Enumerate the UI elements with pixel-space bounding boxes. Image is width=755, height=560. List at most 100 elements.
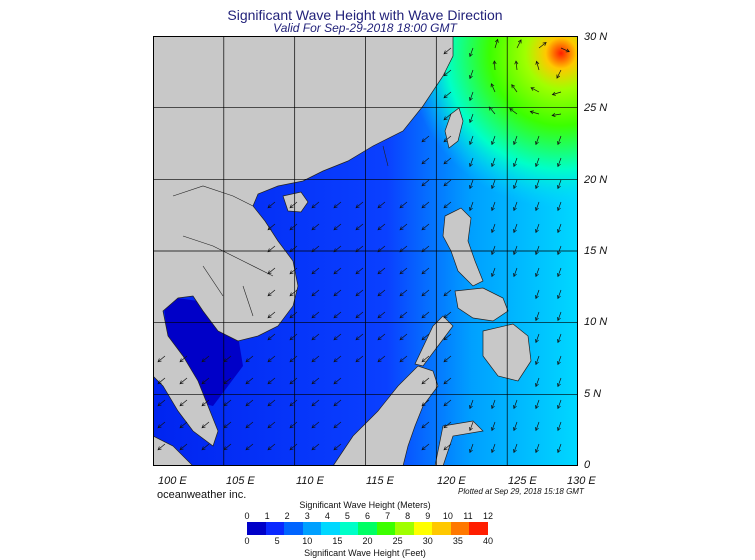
wave-arrow bbox=[557, 355, 562, 365]
wave-arrow-head bbox=[201, 424, 206, 429]
wave-arrow-head bbox=[421, 226, 426, 231]
wave-arrow bbox=[223, 355, 232, 363]
wave-arrow bbox=[377, 333, 386, 341]
luzon-island bbox=[442, 207, 484, 287]
wave-arrow-head bbox=[535, 382, 539, 388]
wave-arrow-head bbox=[333, 226, 338, 231]
wave-arrow-head bbox=[267, 292, 272, 297]
wave-arrow-head bbox=[443, 314, 448, 319]
wave-arrow bbox=[513, 201, 518, 211]
wave-arrow-head bbox=[551, 113, 556, 117]
colorbar-segment bbox=[469, 522, 489, 535]
wave-arrow bbox=[289, 223, 298, 231]
wave-arrow bbox=[491, 443, 496, 453]
wave-arrow bbox=[443, 311, 452, 319]
wave-arrow bbox=[491, 245, 496, 255]
wave-arrow bbox=[399, 289, 408, 297]
wave-arrow-head bbox=[535, 360, 539, 366]
wave-arrow-head bbox=[494, 38, 499, 43]
wave-arrow-head bbox=[443, 446, 448, 451]
wave-arrow-head bbox=[355, 204, 360, 209]
wave-arrow bbox=[557, 289, 562, 299]
wave-arrow-head bbox=[421, 138, 426, 143]
wave-arrow bbox=[469, 179, 474, 189]
wave-arrow bbox=[245, 355, 254, 363]
wave-arrow bbox=[289, 355, 298, 363]
wave-arrow-head bbox=[201, 358, 206, 363]
wave-arrow-head bbox=[311, 446, 316, 451]
colorbar-segment bbox=[265, 522, 285, 535]
wave-arrow-head bbox=[223, 446, 228, 451]
wave-arrow bbox=[557, 421, 562, 431]
wave-arrow-head bbox=[223, 424, 228, 429]
colorbar-meters-tick: 12 bbox=[482, 511, 493, 521]
wave-arrow bbox=[557, 399, 562, 409]
borneo-island bbox=[332, 365, 439, 466]
wave-arrow-head bbox=[201, 402, 206, 407]
wave-arrow bbox=[399, 311, 408, 319]
wave-arrow-head bbox=[267, 446, 272, 451]
wave-arrow bbox=[469, 421, 474, 431]
map-title: Significant Wave Height with Wave Direct… bbox=[227, 7, 503, 23]
wave-arrow-head bbox=[267, 226, 272, 231]
wave-arrow bbox=[289, 377, 298, 385]
wave-arrow bbox=[557, 333, 562, 343]
wave-arrow bbox=[494, 60, 496, 71]
wave-arrow bbox=[223, 443, 232, 451]
wave-arrow-head bbox=[469, 184, 473, 190]
wave-arrow bbox=[267, 267, 276, 275]
wave-arrow-head bbox=[490, 83, 495, 88]
wave-arrow bbox=[443, 443, 452, 451]
wave-arrow bbox=[267, 289, 276, 297]
lat-label-20n: 20 N bbox=[584, 174, 608, 186]
wave-arrow-head bbox=[399, 248, 404, 253]
hainan-island bbox=[282, 191, 309, 213]
wave-arrow bbox=[421, 267, 430, 275]
wave-arrow-head bbox=[377, 248, 382, 253]
wave-arrow-head bbox=[289, 336, 294, 341]
wave-arrow-head bbox=[377, 358, 382, 363]
wave-arrow bbox=[355, 223, 364, 231]
wave-arrow-head bbox=[443, 182, 448, 187]
wave-arrow bbox=[491, 157, 496, 167]
wave-arrow-head bbox=[267, 336, 272, 341]
wave-arrow bbox=[443, 113, 452, 121]
wave-arrow bbox=[333, 311, 342, 319]
wave-arrow-head bbox=[443, 72, 448, 77]
wave-arrow bbox=[179, 377, 188, 385]
wave-arrow bbox=[530, 87, 540, 93]
wave-arrow-head bbox=[399, 270, 404, 275]
wave-arrow bbox=[289, 333, 298, 341]
wave-arrow-head bbox=[557, 206, 561, 212]
wave-arrow-head bbox=[513, 228, 517, 234]
wave-arrow bbox=[311, 421, 320, 429]
wave-arrow-head bbox=[311, 270, 316, 275]
colorbar-title-meters: Significant Wave Height (Meters) bbox=[299, 500, 431, 510]
wave-arrow-head bbox=[492, 60, 497, 65]
brand-label: oceanweather inc. bbox=[157, 489, 247, 501]
wave-arrow-head bbox=[421, 292, 426, 297]
wave-arrow-head bbox=[289, 248, 294, 253]
wave-arrow bbox=[421, 443, 430, 451]
wave-arrow-head bbox=[355, 358, 360, 363]
wave-arrow-head bbox=[557, 272, 561, 278]
wave-arrow-head bbox=[289, 358, 294, 363]
wave-arrow-head bbox=[289, 446, 294, 451]
wave-arrow-head bbox=[469, 404, 473, 410]
wave-arrow bbox=[377, 289, 386, 297]
wave-arrow bbox=[289, 289, 298, 297]
wave-arrow-head bbox=[399, 226, 404, 231]
wave-arrow bbox=[289, 245, 298, 253]
wave-arrow-head bbox=[491, 272, 495, 278]
wave-arrow bbox=[535, 157, 540, 167]
wave-arrow-head bbox=[399, 292, 404, 297]
wave-arrow-head bbox=[443, 380, 448, 385]
wave-arrow-head bbox=[488, 106, 493, 111]
wave-arrow bbox=[535, 355, 540, 365]
wave-arrow bbox=[469, 69, 474, 79]
wave-arrow-head bbox=[443, 204, 448, 209]
wave-arrow bbox=[421, 245, 430, 253]
wave-arrow-head bbox=[491, 426, 495, 432]
wave-arrow bbox=[443, 377, 452, 385]
wave-arrow bbox=[421, 223, 430, 231]
